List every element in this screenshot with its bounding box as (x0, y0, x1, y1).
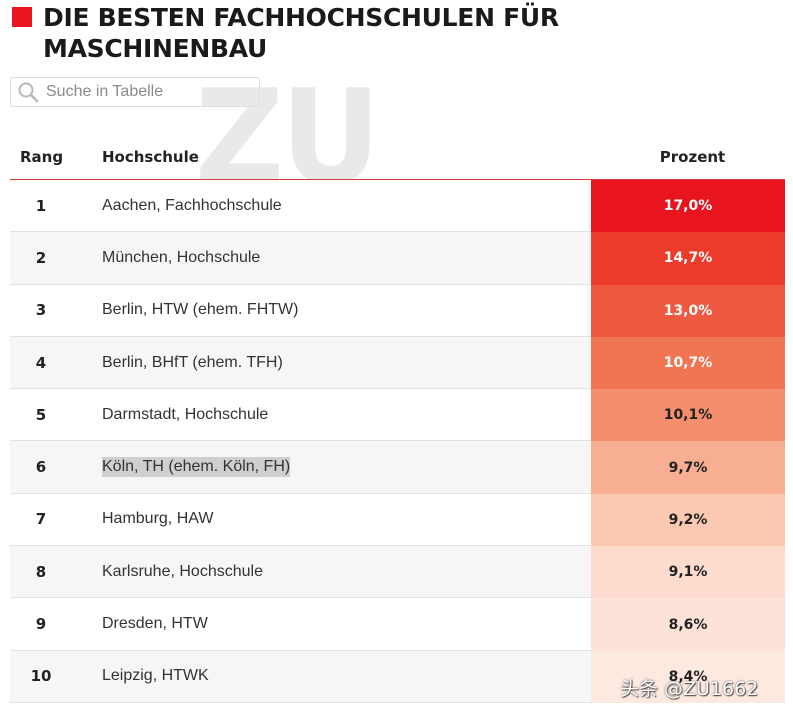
table-row: 4 Berlin, BHfT (ehem. TFH) 10,7% (10, 336, 785, 390)
search-icon (18, 82, 39, 103)
cell-hochschule: Aachen, Fachhochschule (102, 180, 282, 231)
cell-rang: 7 (35, 510, 47, 529)
cell-rang: 2 (35, 248, 47, 267)
table-row: 1 Aachen, Fachhochschule 17,0% (10, 180, 785, 233)
cell-hochschule: Köln, TH (ehem. Köln, FH) (102, 441, 291, 492)
cell-hochschule: Berlin, HTW (ehem. FHTW) (102, 285, 298, 336)
hochschule-text: Aachen, Fachhochschule (102, 196, 282, 214)
cell-prozent: 8,6% (591, 598, 785, 651)
cell-prozent: 10,1% (591, 389, 785, 442)
cell-prozent: 9,2% (591, 493, 785, 547)
cell-rang: 3 (35, 301, 47, 320)
cell-prozent: 13,0% (591, 284, 785, 337)
cell-prozent: 9,7% (591, 441, 785, 494)
cell-hochschule: Hamburg, HAW (102, 494, 213, 545)
hochschule-text: Hamburg, HAW (102, 510, 214, 528)
table-row: 5 Darmstadt, Hochschule 10,1% (10, 389, 785, 442)
title-square-icon (12, 7, 32, 27)
table-row: 7 Hamburg, HAW 9,2% (10, 493, 785, 547)
column-header-rang[interactable]: Rang (20, 148, 64, 166)
hochschule-text: Leipzig, HTWK (102, 667, 209, 685)
cell-rang: 1 (35, 196, 47, 215)
hochschule-text: Berlin, HTW (ehem. FHTW) (102, 301, 299, 319)
cell-rang: 4 (35, 353, 47, 372)
hochschule-text: München, Hochschule (102, 248, 261, 266)
search-input[interactable] (46, 83, 246, 101)
cell-rang: 5 (35, 405, 47, 424)
table-row: 9 Dresden, HTW 8,6% (10, 598, 785, 651)
page-header: DIE BESTEN FACHHOCHSCHULEN FÜR MASCHINEN… (12, 2, 643, 64)
ranking-table-body: 1 Aachen, Fachhochschule 17,0% 2 München, H… (10, 180, 785, 703)
hochschule-text: Köln, TH (ehem. Köln, FH) (102, 457, 291, 478)
cell-hochschule: Darmstadt, Hochschule (102, 389, 268, 440)
cell-rang: 9 (35, 615, 47, 634)
cell-prozent: 17,0% (591, 180, 785, 233)
cell-hochschule: Karlsruhe, Hochschule (102, 546, 263, 597)
hochschule-text: Karlsruhe, Hochschule (102, 562, 263, 580)
cell-hochschule: Leipzig, HTWK (102, 651, 209, 702)
table-row: 3 Berlin, HTW (ehem. FHTW) 13,0% (10, 284, 785, 337)
hochschule-text: Berlin, BHfT (ehem. TFH) (102, 353, 283, 371)
table-row: 8 Karlsruhe, Hochschule 9,1% (10, 546, 785, 599)
cell-prozent: 8,4% (591, 650, 785, 703)
search-box[interactable] (10, 77, 260, 107)
cell-prozent: 9,1% (591, 546, 785, 599)
column-header-prozent[interactable]: Prozent (659, 148, 726, 166)
cell-rang: 6 (35, 458, 47, 477)
cell-hochschule: München, Hochschule (102, 232, 260, 283)
cell-prozent: 14,7% (591, 232, 785, 285)
hochschule-text: Darmstadt, Hochschule (102, 405, 269, 423)
page-title: DIE BESTEN FACHHOCHSCHULEN FÜR MASCHINEN… (43, 3, 559, 63)
cell-prozent: 10,7% (591, 336, 785, 390)
footer-watermark: 头条 @ZU1662 (620, 678, 759, 700)
table-row: 6 Köln, TH (ehem. Köln, FH) 9,7% (10, 441, 785, 494)
cell-rang: 10 (30, 667, 52, 686)
table-row: 2 München, Hochschule 14,7% (10, 232, 785, 285)
cell-hochschule: Dresden, HTW (102, 598, 208, 649)
cell-hochschule: Berlin, BHfT (ehem. TFH) (102, 337, 283, 388)
cell-rang: 8 (35, 562, 47, 581)
column-header-hochschule[interactable]: Hochschule (102, 148, 199, 166)
hochschule-text: Dresden, HTW (102, 615, 208, 633)
table-header: Rang Hochschule Prozent (10, 140, 785, 180)
table-row: 10 Leipzig, HTWK 8,4% (10, 650, 785, 703)
